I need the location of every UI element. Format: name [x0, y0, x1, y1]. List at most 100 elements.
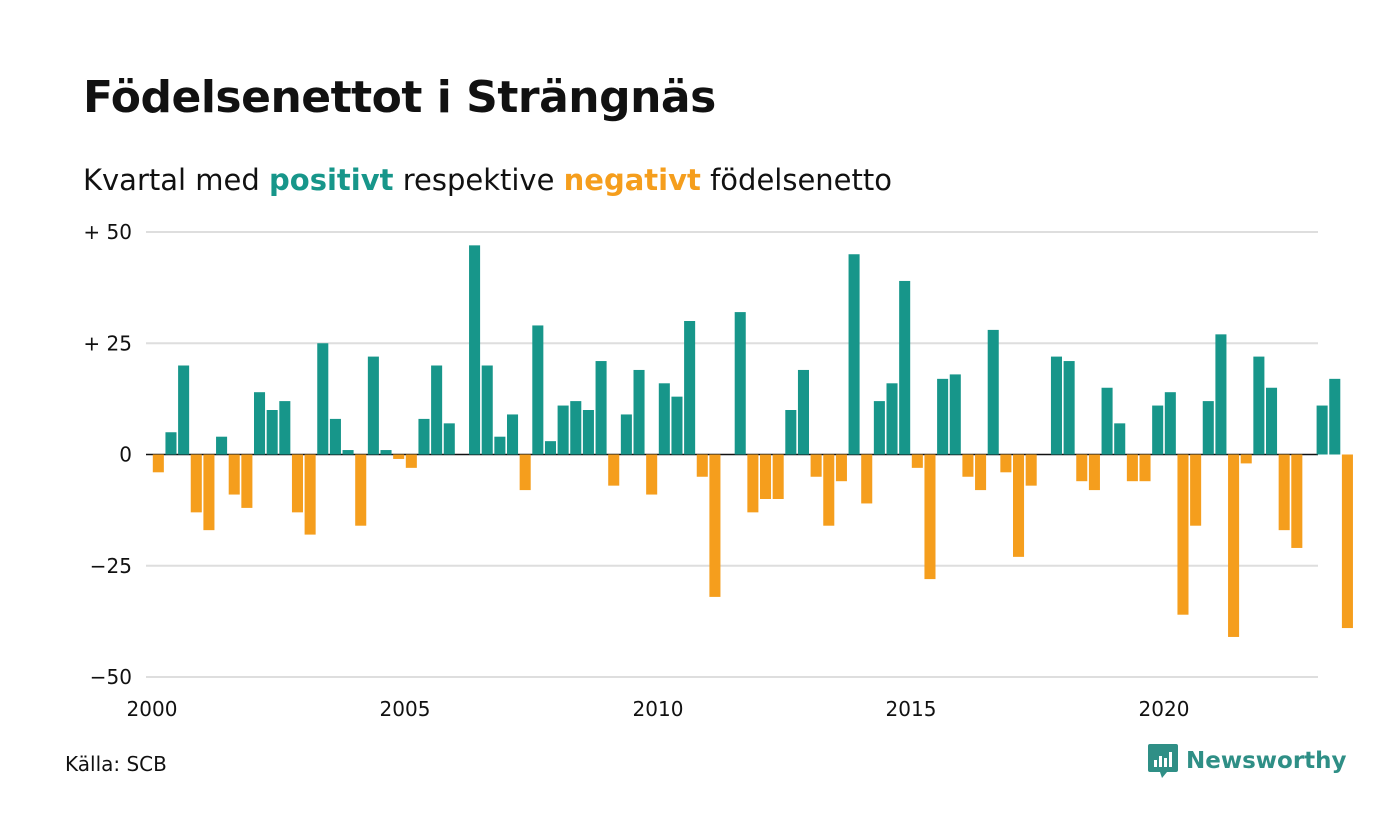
bar-2006K4 — [494, 436, 506, 455]
bar-2015K4 — [949, 374, 961, 455]
x-axis-ticks: 2000 2005 2010 2015 2020 — [127, 697, 1190, 721]
y-tick-label: −50 — [90, 665, 132, 689]
bar-2021K3 — [1240, 454, 1252, 464]
bar-2009K4 — [646, 454, 658, 495]
bar-2001K2 — [216, 436, 228, 455]
bar-2021K4 — [1253, 356, 1265, 455]
bar-2000K4 — [190, 454, 202, 513]
bar-2008K4 — [595, 361, 607, 455]
x-tick-label: 2010 — [633, 697, 684, 721]
bar-2000K2 — [165, 432, 177, 455]
x-tick-label: 2020 — [1139, 697, 1190, 721]
bar-2019K4 — [1152, 405, 1164, 455]
bar-2008K2 — [570, 401, 582, 455]
bar-2012K1 — [760, 454, 772, 499]
chart-title: Födelsenettot i Strängnäs — [83, 72, 716, 123]
grid-lines — [146, 231, 1318, 678]
bar-2018K1 — [1063, 361, 1075, 455]
bar-2017K1 — [1013, 454, 1025, 557]
bar-2005K1 — [405, 454, 417, 468]
bar-2014K4 — [899, 280, 911, 455]
bar-2013K2 — [823, 454, 835, 526]
bar-2013K1 — [810, 454, 822, 477]
bar-2014K2 — [873, 401, 885, 455]
x-tick-label: 2015 — [886, 697, 937, 721]
bar-2007K2 — [519, 454, 531, 491]
bar-2004K3 — [380, 450, 392, 455]
bar-2006K2 — [469, 245, 481, 455]
bar-2011K1 — [709, 454, 721, 597]
bar-2004K1 — [355, 454, 367, 526]
bar-2023K1 — [1316, 405, 1328, 455]
bar-2007K3 — [532, 325, 544, 455]
bar-2005K2 — [418, 418, 430, 455]
bar-2002K1 — [254, 392, 266, 455]
bar-2015K2 — [924, 454, 936, 580]
y-tick-label: −25 — [90, 554, 132, 578]
bar-2003K2 — [317, 343, 329, 455]
bar-2006K3 — [481, 365, 493, 455]
bar-2017K4 — [1050, 356, 1062, 455]
chart-subtitle: Kvartal med positivt respektive negativt… — [83, 163, 892, 197]
bars — [152, 245, 1353, 637]
bar-2018K2 — [1076, 454, 1088, 482]
bar-2002K3 — [279, 401, 291, 455]
bar-2002K2 — [266, 410, 278, 455]
bar-2014K1 — [861, 454, 873, 504]
bar-2008K1 — [557, 405, 569, 455]
bar-2016K4 — [1000, 454, 1012, 473]
bar-2005K3 — [431, 365, 443, 455]
subtitle-suffix: födelsenetto — [710, 163, 892, 197]
bar-2022K3 — [1291, 454, 1303, 548]
y-tick-label: 0 — [119, 443, 132, 467]
bar-2020K3 — [1190, 454, 1202, 526]
bar-2018K3 — [1088, 454, 1100, 491]
bar-2001K1 — [203, 454, 215, 531]
bar-2013K3 — [835, 454, 847, 482]
bar-2023K3 — [1341, 454, 1353, 629]
bar-2002K4 — [291, 454, 303, 513]
bar-2012K4 — [797, 369, 809, 455]
bar-2016K3 — [987, 329, 999, 455]
subtitle-negative-word: negativt — [563, 163, 701, 197]
bar-2016K2 — [975, 454, 987, 491]
newsworthy-bar-chart-icon — [1148, 744, 1178, 778]
bar-2001K3 — [228, 454, 240, 495]
bar-2000K3 — [178, 365, 190, 455]
source-note: Källa: SCB — [65, 752, 167, 776]
subtitle-positive-word: positivt — [269, 163, 394, 197]
bar-2019K3 — [1139, 454, 1151, 482]
bar-2005K4 — [443, 423, 455, 455]
bar-2000K1 — [152, 454, 164, 473]
bar-2023K2 — [1329, 378, 1341, 455]
bar-2010K3 — [684, 321, 696, 455]
bar-2020K4 — [1202, 401, 1214, 455]
bar-2015K3 — [937, 378, 949, 455]
bar-2021K1 — [1215, 334, 1227, 455]
bar-2012K2 — [772, 454, 784, 499]
bar-2003K1 — [304, 454, 316, 535]
bar-2019K1 — [1114, 423, 1126, 455]
y-tick-label: + 50 — [83, 220, 132, 244]
subtitle-prefix: Kvartal med — [83, 163, 260, 197]
bar-2021K2 — [1228, 454, 1240, 637]
bar-2016K1 — [962, 454, 974, 477]
y-tick-label: + 25 — [83, 331, 132, 355]
y-axis-ticks: + 50 + 25 0 −25 −50 — [83, 220, 132, 689]
bar-2004K4 — [393, 454, 405, 459]
bar-2004K2 — [367, 356, 379, 455]
bar-2010K2 — [671, 396, 683, 455]
bar-2020K1 — [1164, 392, 1176, 455]
bar-2022K2 — [1278, 454, 1290, 531]
bar-2009K2 — [620, 414, 632, 455]
bar-2009K1 — [608, 454, 620, 486]
bar-2011K4 — [747, 454, 759, 513]
bar-2015K1 — [911, 454, 923, 468]
bar-2011K3 — [734, 312, 746, 455]
bar-2010K4 — [696, 454, 708, 477]
bar-2018K4 — [1101, 387, 1113, 455]
newsworthy-logo: Newsworthy — [1148, 744, 1347, 778]
bar-2009K3 — [633, 369, 645, 455]
bar-2003K4 — [342, 450, 354, 455]
